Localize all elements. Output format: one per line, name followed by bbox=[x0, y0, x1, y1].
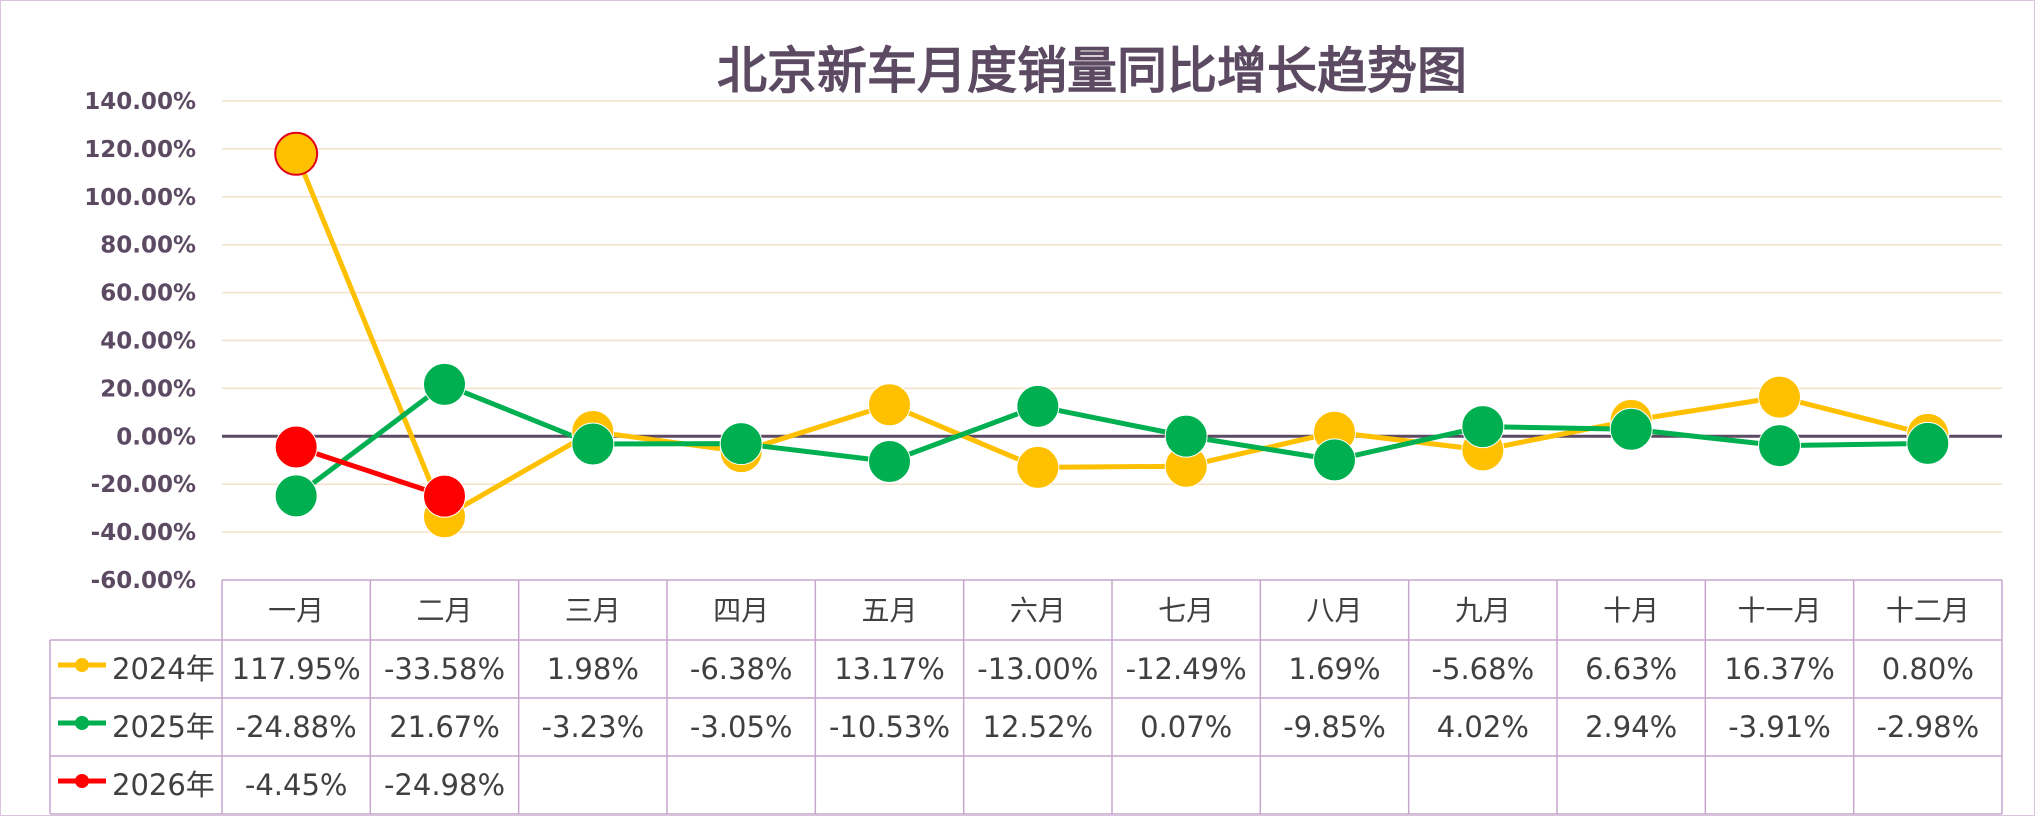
data-point-0-5 bbox=[1016, 445, 1060, 489]
data-table-cell: 0.80% bbox=[1882, 652, 1974, 686]
data-table-cell: -12.49% bbox=[1126, 652, 1247, 686]
data-point-1-3 bbox=[719, 422, 763, 466]
data-table-cell: -4.45% bbox=[245, 768, 348, 802]
data-point-1-1 bbox=[423, 362, 466, 406]
category-label: 四月 bbox=[713, 594, 769, 627]
data-point-1-4 bbox=[868, 440, 911, 484]
data-table-cell: -6.38% bbox=[690, 652, 793, 686]
data-table-cell: 1.98% bbox=[547, 652, 639, 686]
data-table-cell: 1.69% bbox=[1288, 652, 1380, 686]
legend-marker-0 bbox=[75, 658, 89, 672]
category-label: 七月 bbox=[1158, 594, 1214, 627]
category-label: 五月 bbox=[861, 594, 917, 627]
data-table-cell: -13.00% bbox=[977, 652, 1098, 686]
data-point-1-6 bbox=[1164, 414, 1208, 458]
category-label: 十二月 bbox=[1886, 594, 1970, 627]
series-line-2 bbox=[295, 444, 446, 499]
data-point-0-0 bbox=[274, 131, 319, 176]
data-table-cell: -3.23% bbox=[542, 710, 645, 744]
category-label: 十月 bbox=[1603, 594, 1659, 627]
chart-title: 北京新车月度销量同比增长趋势图 bbox=[717, 42, 1467, 100]
y-tick-label: 140.00% bbox=[84, 89, 196, 115]
category-label: 一月 bbox=[268, 594, 324, 627]
data-table-cell: 0.07% bbox=[1140, 710, 1232, 744]
legend-label-2: 2026年 bbox=[112, 768, 215, 802]
legend-label-0: 2024年 bbox=[112, 652, 215, 686]
data-table-cell: -9.85% bbox=[1283, 710, 1386, 744]
data-point-1-10 bbox=[1758, 424, 1801, 468]
y-tick-label: 60.00% bbox=[100, 281, 196, 307]
series-line-1 bbox=[294, 381, 1928, 498]
data-table-cell: -10.53% bbox=[829, 710, 950, 744]
category-label: 六月 bbox=[1010, 594, 1066, 627]
category-label: 三月 bbox=[565, 594, 621, 627]
y-tick-label: 0.00% bbox=[116, 424, 196, 450]
data-point-2-0 bbox=[274, 425, 318, 469]
data-table-cell: 4.02% bbox=[1437, 710, 1529, 744]
series-line-0 bbox=[293, 152, 1929, 520]
y-tick-label: 20.00% bbox=[100, 376, 196, 402]
data-point-1-2 bbox=[571, 422, 615, 466]
y-tick-label: 40.00% bbox=[100, 329, 196, 355]
y-tick-label: -20.00% bbox=[91, 472, 196, 498]
category-label: 十一月 bbox=[1737, 594, 1821, 627]
data-point-0-4 bbox=[868, 383, 911, 427]
y-tick-label: -60.00% bbox=[91, 568, 196, 594]
data-table-cell: -33.58% bbox=[384, 652, 505, 686]
data-point-1-11 bbox=[1906, 421, 1950, 465]
y-tick-label: -40.00% bbox=[91, 520, 196, 546]
data-point-0-10 bbox=[1758, 375, 1801, 419]
data-table-cell: -24.98% bbox=[384, 768, 505, 802]
data-table-cell: 16.37% bbox=[1724, 652, 1835, 686]
data-table-cell: -3.91% bbox=[1728, 710, 1831, 744]
data-point-2-1 bbox=[423, 474, 466, 518]
data-table-cell: -24.88% bbox=[236, 710, 357, 744]
data-table-cell: -2.98% bbox=[1877, 710, 1980, 744]
data-point-1-7 bbox=[1313, 438, 1356, 482]
data-table-cell: 12.52% bbox=[983, 710, 1094, 744]
y-tick-label: 80.00% bbox=[100, 233, 196, 259]
legend-label-1: 2025年 bbox=[112, 710, 215, 744]
data-table-cell: 117.95% bbox=[232, 652, 361, 686]
y-tick-label: 120.00% bbox=[84, 137, 196, 163]
category-label: 九月 bbox=[1455, 594, 1511, 627]
data-table-cell: 6.63% bbox=[1585, 652, 1677, 686]
legend-marker-2 bbox=[75, 774, 89, 788]
legend-marker-1 bbox=[75, 716, 89, 730]
data-point-1-8 bbox=[1461, 405, 1505, 449]
data-table-cell: 13.17% bbox=[834, 652, 945, 686]
data-table-cell: 21.67% bbox=[389, 710, 500, 744]
data-point-1-0 bbox=[274, 474, 318, 518]
data-table-cell: 2.94% bbox=[1585, 710, 1677, 744]
data-table-cell: -3.05% bbox=[690, 710, 793, 744]
y-tick-label: 100.00% bbox=[84, 185, 196, 211]
data-point-1-9 bbox=[1609, 407, 1653, 451]
data-point-1-5 bbox=[1016, 384, 1060, 428]
category-label: 八月 bbox=[1306, 594, 1362, 627]
category-label: 二月 bbox=[416, 594, 472, 627]
data-table-cell: -5.68% bbox=[1432, 652, 1535, 686]
